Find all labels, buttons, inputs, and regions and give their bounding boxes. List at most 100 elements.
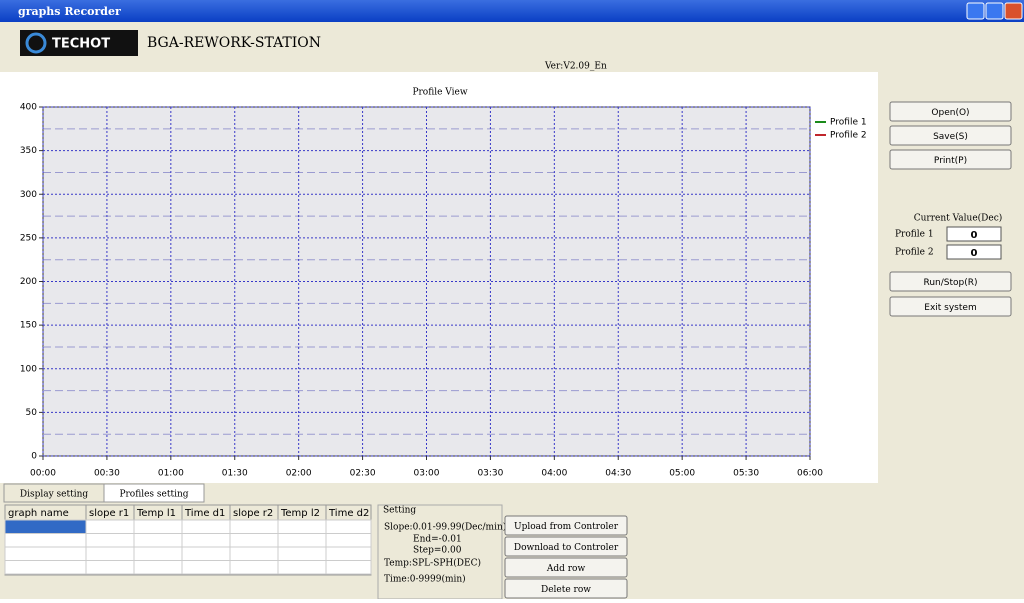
x-tick-label: 04:00	[541, 469, 567, 479]
brand: TECHOT	[52, 37, 110, 52]
setting-button-label: Delete row	[541, 585, 591, 595]
x-tick-label: 00:30	[94, 469, 120, 479]
table-cell[interactable]	[325, 560, 372, 575]
x-tick-label: 02:00	[286, 469, 312, 479]
table-cell[interactable]	[4, 519, 87, 534]
table-cell[interactable]	[85, 533, 135, 548]
y-tick-label: 150	[20, 321, 37, 331]
table-cell[interactable]	[229, 533, 279, 548]
y-tick-label: 0	[31, 452, 37, 462]
logo-icon	[25, 32, 47, 54]
table-cell[interactable]	[277, 519, 327, 534]
current-field	[946, 226, 1002, 242]
table-cell[interactable]	[4, 560, 87, 575]
table-cell[interactable]	[4, 546, 87, 561]
side-button[interactable]	[889, 101, 1012, 122]
action-button[interactable]	[889, 296, 1012, 317]
table-cell[interactable]	[4, 533, 87, 548]
table-header: slope r1	[89, 508, 129, 519]
chart-title: Profile View	[412, 88, 467, 98]
side-button-label: Open(O)	[931, 108, 969, 118]
tab[interactable]	[103, 483, 205, 503]
version: Ver:V2.09_En	[544, 62, 607, 72]
x-tick-label: 06:00	[797, 469, 823, 479]
table-cell[interactable]	[325, 519, 372, 534]
current-field	[946, 244, 1002, 260]
table-header: graph name	[8, 508, 69, 519]
table-cell[interactable]	[133, 519, 183, 534]
table-cell[interactable]	[85, 560, 135, 575]
action-button-label: Run/Stop(R)	[923, 278, 977, 288]
y-tick-label: 50	[26, 408, 38, 418]
current-title: Current Value(Dec)	[914, 213, 1003, 224]
setting-button[interactable]	[504, 578, 628, 599]
action-button-label: Exit system	[924, 303, 976, 313]
side-button-label: Save(S)	[933, 132, 968, 142]
legend-label: Profile 1	[830, 118, 867, 128]
setting-button[interactable]	[504, 536, 628, 557]
tab-label: Profiles setting	[119, 490, 188, 500]
y-tick-label: 300	[20, 190, 37, 200]
x-tick-label: 03:30	[477, 469, 503, 479]
table-cell[interactable]	[181, 546, 231, 561]
table-cell[interactable]	[181, 560, 231, 575]
current-value: 0	[971, 248, 978, 259]
table-header: slope r2	[233, 508, 273, 519]
action-button[interactable]	[889, 271, 1012, 292]
legend-label: Profile 2	[830, 131, 867, 141]
table-cell[interactable]	[229, 546, 279, 561]
title-bar	[0, 0, 1024, 22]
setting-line: Temp:SPL-SPH(DEC)	[384, 558, 481, 569]
current-label: Profile 2	[895, 248, 934, 258]
table-cell[interactable]	[277, 546, 327, 561]
minimize[interactable]	[966, 2, 985, 20]
x-tick-label: 05:30	[733, 469, 759, 479]
table-cell[interactable]	[325, 533, 372, 548]
setting-line: End=-0.01	[413, 535, 462, 545]
y-tick-label: 350	[20, 146, 37, 156]
setting-button[interactable]	[504, 515, 628, 536]
setting-line: Time:0-9999(min)	[384, 574, 466, 585]
x-tick-label: 02:30	[350, 469, 376, 479]
table-header: Temp l2	[280, 508, 320, 519]
x-tick-label: 03:00	[414, 469, 440, 479]
product: BGA-REWORK-STATION	[147, 35, 321, 51]
table-cell[interactable]	[181, 519, 231, 534]
table-cell[interactable]	[133, 546, 183, 561]
plot-area	[42, 106, 811, 457]
setting-button[interactable]	[504, 557, 628, 578]
table-cell[interactable]	[325, 546, 372, 561]
table-cell[interactable]	[133, 560, 183, 575]
x-tick-label: 00:00	[30, 469, 56, 479]
table-header: Time d2	[328, 508, 369, 519]
side-button-label: Print(P)	[934, 156, 967, 166]
setting-button-label: Download to Controler	[514, 543, 619, 553]
x-tick-label: 01:30	[222, 469, 248, 479]
table-cell[interactable]	[277, 533, 327, 548]
table-header: Temp l1	[136, 508, 176, 519]
table-cell[interactable]	[133, 533, 183, 548]
y-tick-label: 400	[20, 103, 37, 113]
tab-label: Display setting	[20, 490, 89, 500]
setting-button-label: Upload from Controler	[514, 522, 619, 532]
close[interactable]	[1004, 2, 1023, 20]
table-cell[interactable]	[85, 546, 135, 561]
table-cell[interactable]	[85, 519, 135, 534]
setting-line: Slope:0.01-99.99(Dec/min)	[384, 522, 506, 533]
x-tick-label: 04:30	[605, 469, 631, 479]
setting-button-label: Add row	[546, 564, 586, 574]
x-tick-label: 05:00	[669, 469, 695, 479]
table-cell[interactable]	[277, 560, 327, 575]
side-button[interactable]	[889, 125, 1012, 146]
side-button[interactable]	[889, 149, 1012, 170]
setting-line: Step=0.00	[413, 546, 462, 556]
table-cell[interactable]	[229, 560, 279, 575]
y-tick-label: 250	[20, 233, 37, 243]
table-cell[interactable]	[229, 519, 279, 534]
y-tick-label: 100	[20, 364, 37, 374]
table-cell[interactable]	[181, 533, 231, 548]
maximize[interactable]	[985, 2, 1004, 20]
table-header: Time d1	[184, 508, 225, 519]
